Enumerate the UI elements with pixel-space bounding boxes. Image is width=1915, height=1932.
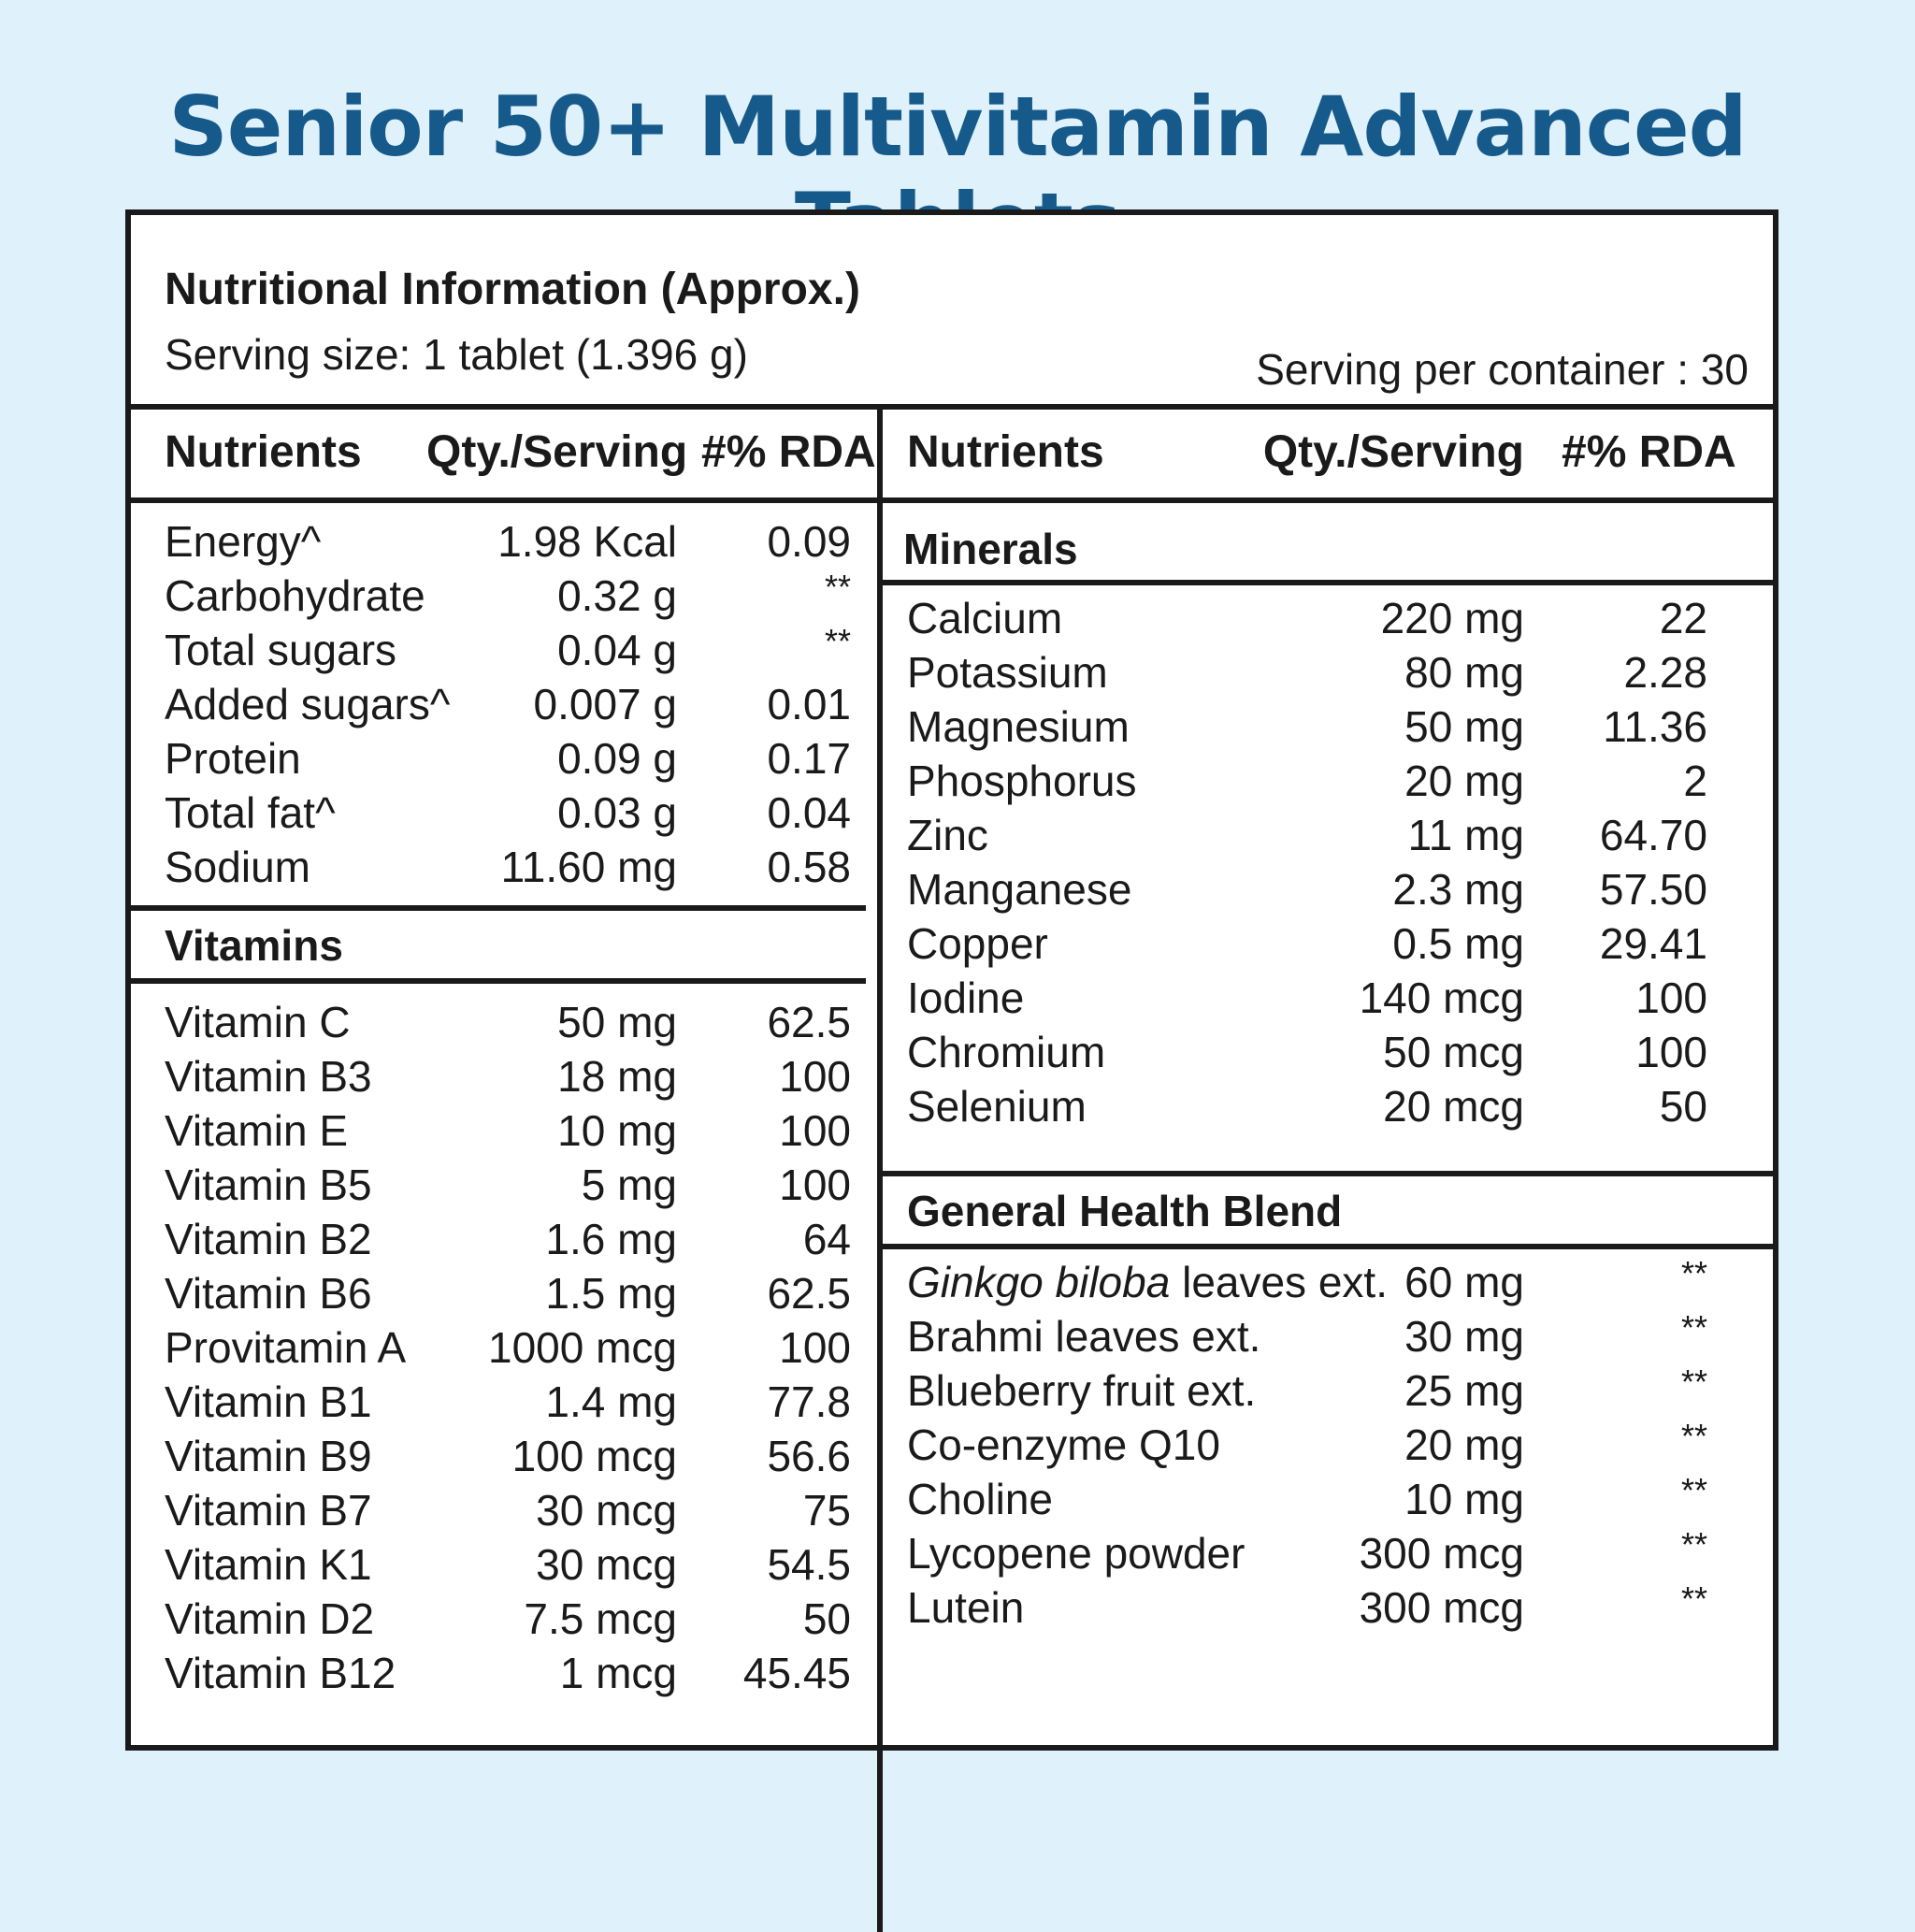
table-row: Brahmi leaves ext. 30 mg ** [907, 1308, 1707, 1362]
table-row: Phosphorus 20 mg 2 [907, 757, 1707, 805]
table-row: Vitamin B6 1.5 mg 62.5 [165, 1269, 851, 1318]
table-row: Lycopene powder 300 mcg ** [907, 1525, 1707, 1579]
info-divider [131, 404, 1773, 410]
blend-heading: General Health Blend [907, 1187, 1343, 1235]
table-row: Vitamin B3 18 mg 100 [165, 1052, 851, 1101]
left-header-qty: Qty./Serving [426, 427, 688, 477]
table-row: Blueberry fruit ext. 25 mg ** [907, 1362, 1707, 1416]
right-header-nutrients: Nutrients [907, 427, 1104, 477]
minerals-heading: Minerals [903, 525, 1078, 573]
table-row: Vitamin B2 1.6 mg 64 [165, 1215, 851, 1263]
column-divider [877, 404, 883, 1932]
right-header-rda: #% RDA [1562, 427, 1736, 477]
table-row: Vitamin E 10 mg 100 [165, 1106, 851, 1155]
vitamins-list: Vitamin C 50 mg 62.5 Vitamin B3 18 mg 100 Vi… [165, 995, 875, 1700]
table-row: Vitamin B5 5 mg 100 [165, 1161, 851, 1209]
blend-list: Ginkgo biloba leaves ext. 60 mg ** Brahmi … [907, 1255, 1754, 1635]
table-row: Vitamin D2 7.5 mcg 50 [165, 1594, 851, 1643]
table-row: Vitamin B7 30 mcg 75 [165, 1486, 851, 1535]
info-heading: Nutritional Information (Approx.) [165, 265, 860, 314]
table-row: Energy^ 1.98 Kcal 0.09 [165, 517, 851, 566]
table-row: Protein 0.09 g 0.17 [165, 734, 851, 783]
table-row: Magnesium 50 mg 11.36 [907, 702, 1707, 751]
table-row: Ginkgo biloba leaves ext. 60 mg ** [907, 1254, 1707, 1307]
vitamins-heading: Vitamins [165, 921, 343, 970]
table-row: Choline 10 mg ** [907, 1471, 1707, 1524]
left-header-rda: #% RDA [701, 427, 876, 477]
table-row: Sodium 11.60 mg 0.58 [165, 843, 851, 891]
vitamins-divider-bottom [131, 978, 866, 984]
table-row: Total sugars 0.04 g ** [165, 622, 851, 675]
table-row: Vitamin B12 1 mcg 45.45 [165, 1649, 851, 1697]
nutrition-panel: Nutritional Information (Approx.) Servin… [125, 209, 1778, 1932]
table-row: Co-enzyme Q10 20 mg ** [907, 1417, 1707, 1470]
table-row: Vitamin B9 100 mcg 56.6 [165, 1432, 851, 1480]
table-row: Manganese 2.3 mg 57.50 [907, 865, 1707, 914]
table-row: Added sugars^ 0.007 g 0.01 [165, 680, 851, 728]
table-row: Vitamin K1 30 mcg 54.5 [165, 1540, 851, 1589]
vitamins-divider-top [131, 905, 866, 911]
table-row: Iodine 140 mcg 100 [907, 973, 1707, 1022]
table-row: Zinc 11 mg 64.70 [907, 811, 1707, 859]
table-row: Vitamin C 50 mg 62.5 [165, 998, 851, 1046]
serving-size: Serving size: 1 tablet (1.396 g) [165, 330, 748, 379]
blend-divider-top [883, 1171, 1773, 1176]
right-header-qty: Qty./Serving [1262, 427, 1524, 477]
minerals-divider [883, 580, 1773, 585]
header-divider [131, 497, 1773, 503]
table-row: Total fat^ 0.03 g 0.04 [165, 788, 851, 837]
table-row: Calcium 220 mg 22 [907, 594, 1707, 642]
table-row: Selenium 20 mcg 50 [907, 1082, 1707, 1131]
table-row: Provitamin A 1000 mcg 100 [165, 1323, 851, 1372]
table-row: Chromium 50 mcg 100 [907, 1028, 1707, 1076]
minerals-list: Calcium 220 mg 22 Potassium 80 mg 2.28 Magne… [907, 591, 1754, 1133]
table-row: Carbohydrate 0.32 g ** [165, 568, 851, 621]
table-row: Lutein 300 mcg ** [907, 1579, 1707, 1633]
table-row: Vitamin B1 1.4 mg 77.8 [165, 1377, 851, 1426]
blend-divider-bottom [883, 1244, 1773, 1249]
servings-per-container: Serving per container : 30 [1256, 345, 1749, 394]
table-row: Copper 0.5 mg 29.41 [907, 919, 1707, 968]
left-header-nutrients: Nutrients [165, 427, 362, 477]
basics-list: Energy^ 1.98 Kcal 0.09 Carbohydrate 0.32 g *… [165, 514, 875, 894]
table-row: Potassium 80 mg 2.28 [907, 648, 1707, 697]
